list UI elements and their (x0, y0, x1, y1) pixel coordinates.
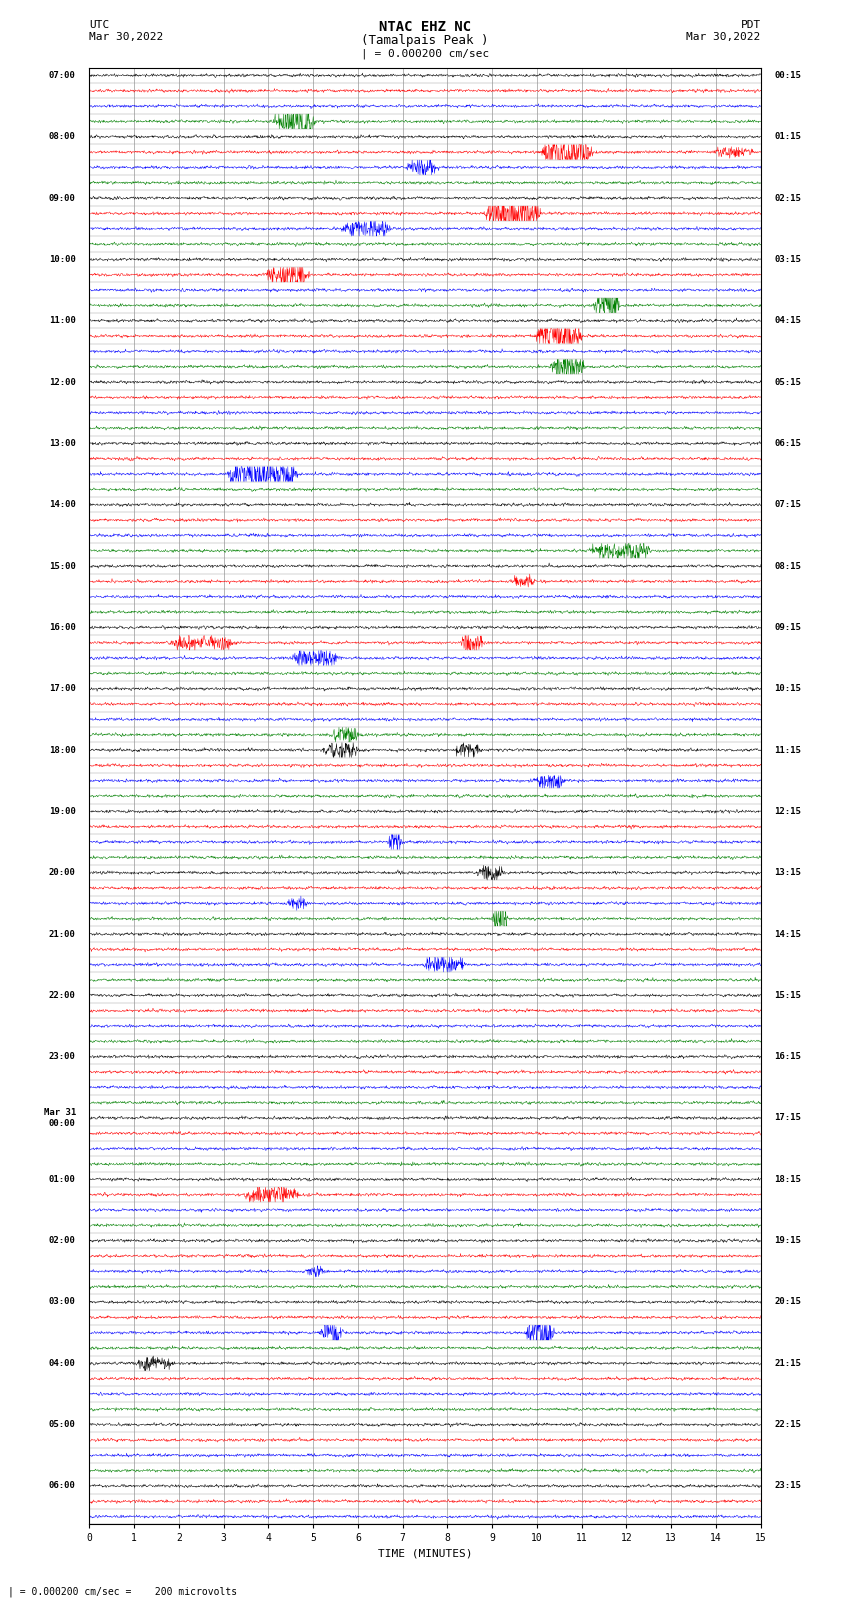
Text: 11:00: 11:00 (49, 316, 76, 326)
Text: 22:15: 22:15 (774, 1419, 801, 1429)
Text: 10:15: 10:15 (774, 684, 801, 694)
Text: 06:15: 06:15 (774, 439, 801, 448)
Text: | = 0.000200 cm/sec: | = 0.000200 cm/sec (361, 48, 489, 60)
Text: 08:15: 08:15 (774, 561, 801, 571)
Text: 02:00: 02:00 (49, 1236, 76, 1245)
Text: 16:00: 16:00 (49, 623, 76, 632)
Text: 01:15: 01:15 (774, 132, 801, 142)
Text: 20:00: 20:00 (49, 868, 76, 877)
Text: Mar 30,2022: Mar 30,2022 (687, 32, 761, 42)
Text: 04:15: 04:15 (774, 316, 801, 326)
Text: 23:15: 23:15 (774, 1481, 801, 1490)
Text: 15:15: 15:15 (774, 990, 801, 1000)
Text: 12:15: 12:15 (774, 806, 801, 816)
Text: 10:00: 10:00 (49, 255, 76, 265)
Text: 17:15: 17:15 (774, 1113, 801, 1123)
Text: 13:15: 13:15 (774, 868, 801, 877)
Text: 14:00: 14:00 (49, 500, 76, 510)
Text: | = 0.000200 cm/sec =    200 microvolts: | = 0.000200 cm/sec = 200 microvolts (8, 1586, 238, 1597)
Text: 16:15: 16:15 (774, 1052, 801, 1061)
Text: UTC: UTC (89, 19, 110, 31)
Text: 03:15: 03:15 (774, 255, 801, 265)
Text: 14:15: 14:15 (774, 929, 801, 939)
Text: 12:00: 12:00 (49, 377, 76, 387)
Text: 02:15: 02:15 (774, 194, 801, 203)
Text: NTAC EHZ NC: NTAC EHZ NC (379, 19, 471, 34)
X-axis label: TIME (MINUTES): TIME (MINUTES) (377, 1548, 473, 1558)
Text: 19:00: 19:00 (49, 806, 76, 816)
Text: 21:15: 21:15 (774, 1358, 801, 1368)
Text: 09:00: 09:00 (49, 194, 76, 203)
Text: 22:00: 22:00 (49, 990, 76, 1000)
Text: 23:00: 23:00 (49, 1052, 76, 1061)
Text: 17:00: 17:00 (49, 684, 76, 694)
Text: 11:15: 11:15 (774, 745, 801, 755)
Text: PDT: PDT (740, 19, 761, 31)
Text: 04:00: 04:00 (49, 1358, 76, 1368)
Text: 18:00: 18:00 (49, 745, 76, 755)
Text: 20:15: 20:15 (774, 1297, 801, 1307)
Text: 08:00: 08:00 (49, 132, 76, 142)
Text: 13:00: 13:00 (49, 439, 76, 448)
Text: 05:15: 05:15 (774, 377, 801, 387)
Text: 00:15: 00:15 (774, 71, 801, 81)
Text: 18:15: 18:15 (774, 1174, 801, 1184)
Text: 09:15: 09:15 (774, 623, 801, 632)
Text: 03:00: 03:00 (49, 1297, 76, 1307)
Text: 06:00: 06:00 (49, 1481, 76, 1490)
Text: 15:00: 15:00 (49, 561, 76, 571)
Text: 07:00: 07:00 (49, 71, 76, 81)
Text: 21:00: 21:00 (49, 929, 76, 939)
Text: 07:15: 07:15 (774, 500, 801, 510)
Text: (Tamalpais Peak ): (Tamalpais Peak ) (361, 34, 489, 47)
Text: 19:15: 19:15 (774, 1236, 801, 1245)
Text: Mar 31
00:00: Mar 31 00:00 (43, 1108, 76, 1127)
Text: 05:00: 05:00 (49, 1419, 76, 1429)
Text: Mar 30,2022: Mar 30,2022 (89, 32, 163, 42)
Text: 01:00: 01:00 (49, 1174, 76, 1184)
